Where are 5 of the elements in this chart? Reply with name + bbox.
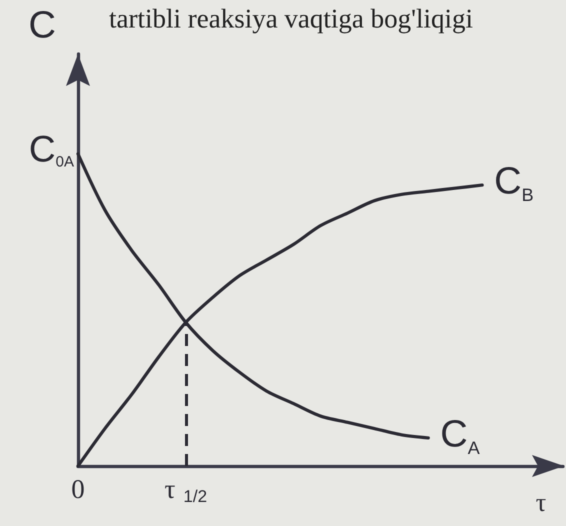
y-axis-title: C	[28, 4, 56, 46]
x-tick-label: 0	[71, 474, 85, 504]
chart-title: tartibli reaksiya vaqtiga bog'liqigi	[109, 4, 474, 34]
x-axis-title: τ	[536, 488, 546, 517]
annotation: C$_{0A}$	[28, 128, 74, 170]
